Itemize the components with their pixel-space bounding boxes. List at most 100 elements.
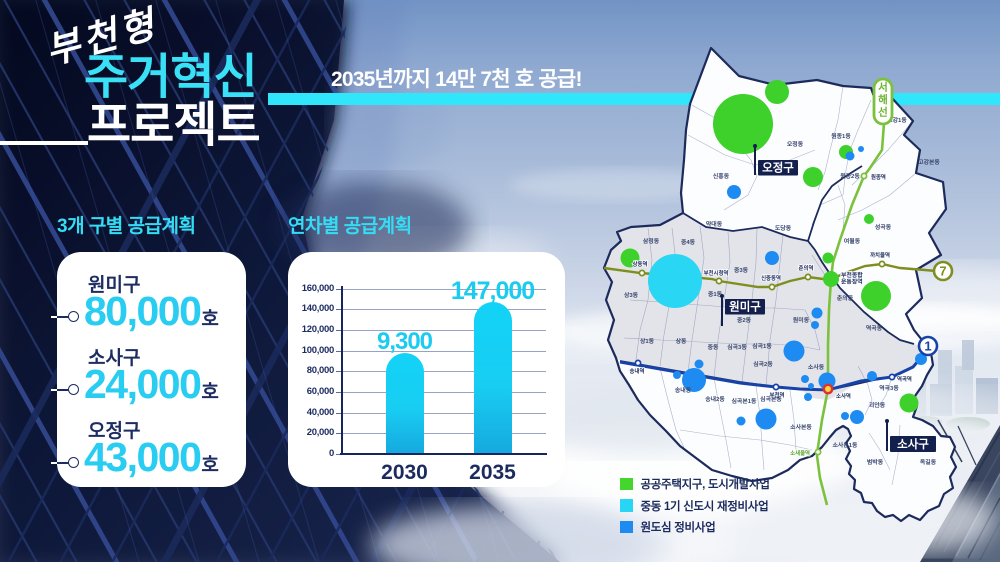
y-tick-label: 40,000 [306, 406, 335, 418]
district-label-box [890, 436, 936, 452]
station-label: 부천역 [770, 391, 785, 399]
town-label: 삼정동 [643, 237, 660, 245]
station-marker [860, 172, 868, 180]
project-circle-green [864, 214, 874, 224]
district-panel: 원미구 80,000호 소사구 24,000호 오정구 43,000호 [51, 252, 246, 487]
project-circle-cyan [648, 254, 702, 308]
district-label-box [725, 299, 765, 315]
town-label: 약대동 [706, 220, 723, 228]
bar-value-label: 147,000 [450, 277, 535, 306]
station-label: 부천종합 [841, 271, 863, 279]
headline-underline-bar [268, 93, 1000, 105]
station-label: 까치울역 [870, 251, 890, 259]
project-circle-blue [811, 321, 819, 329]
project-circle-blue [811, 307, 823, 319]
town-label: 송내동 [675, 386, 692, 394]
connector-line [57, 389, 69, 391]
town-label: 상3동 [624, 291, 639, 299]
town-label: 송내2동 [705, 395, 725, 403]
title-block: 부천형 주거혁신 프로젝트 [0, 0, 340, 170]
axis-tick [336, 309, 341, 311]
station-marker [634, 359, 642, 367]
legend-label: 원도심 정비사업 [640, 522, 716, 534]
unit-suffix: 호 [201, 455, 219, 476]
town-label: 오정동 [787, 140, 804, 148]
town-label: 중4동 [681, 238, 696, 246]
project-circle-blue [858, 146, 864, 152]
chart-bar [473, 302, 512, 454]
station-marker [814, 448, 822, 456]
project-circle-green [713, 94, 773, 154]
town-label: 고강1동 [887, 116, 907, 124]
svg-text:선: 선 [878, 106, 888, 119]
connector-line [57, 316, 69, 318]
town-label: 중1동 [708, 290, 723, 298]
chart-bar [385, 353, 424, 454]
unit-suffix: 호 [201, 382, 219, 403]
district-name: 소사구 [88, 348, 141, 369]
district-amount: 24,000호 [84, 361, 219, 408]
project-circle-blue [682, 368, 706, 392]
station-marker [772, 383, 780, 391]
station-marker [878, 260, 886, 268]
station-label: 상동역 [633, 260, 648, 268]
map-legend: 공공주택지구, 도시개발사업 중동 1기 신도시 재정비사업 원도심 정비사업 [620, 477, 770, 542]
project-circle-blue [845, 151, 855, 161]
town-label: 역곡3동 [879, 384, 899, 392]
project-circle-green [620, 248, 640, 268]
station-label: 소새울역 [790, 449, 810, 457]
district-name: 오정구 [88, 421, 141, 442]
y-axis-line [341, 285, 343, 455]
project-circle-blue [808, 383, 814, 389]
town-label: 괴안동 [869, 401, 886, 409]
title-line1: 주거혁신 [84, 51, 258, 104]
town-label: 심곡본동 [760, 395, 782, 403]
legend-label: 중동 1기 신도시 재정비사업 [640, 500, 769, 513]
axis-tick [336, 433, 341, 435]
connector-ring-icon [68, 311, 79, 322]
station-marker [638, 269, 646, 277]
project-circle-green [803, 167, 823, 187]
grid-line [341, 309, 546, 311]
district-label-box [758, 160, 798, 176]
town-label: 중3동 [734, 266, 749, 274]
axis-tick [336, 412, 341, 414]
town-label: 소사본1동 [833, 441, 859, 449]
svg-text:7: 7 [939, 264, 946, 279]
project-circle-blue [727, 185, 741, 199]
district-amount-number: 24,000 [84, 361, 202, 407]
district-row: 소사구 24,000호 [51, 325, 246, 407]
district-row: 원미구 80,000호 [51, 252, 246, 334]
station-marker [715, 277, 723, 285]
town-label: 소사동 [808, 363, 825, 371]
y-tick-label: 20,000 [306, 427, 335, 439]
project-circle-blue [755, 408, 777, 430]
axis-tick [336, 391, 341, 393]
town-label: 상1동 [640, 337, 655, 345]
project-circle-green [861, 281, 891, 311]
town-label: 중동 [708, 343, 719, 351]
project-circle-blue [736, 416, 746, 426]
project-circles [620, 80, 927, 430]
project-circle-blue [765, 251, 779, 265]
district-label: 원미구 [729, 300, 761, 314]
station-label: 신중동역 [761, 274, 781, 282]
legend-swatch-icon [620, 520, 633, 534]
station-marker [768, 283, 776, 291]
legend-swatch-icon [620, 499, 633, 512]
town-label: 원종2동 [840, 172, 860, 180]
title-line2: 프로젝트 [87, 99, 261, 152]
grid-line [341, 412, 546, 414]
project-circle-blue [850, 410, 864, 424]
y-tick-label: 100,000 [301, 344, 335, 356]
station-label: 춘의역 [799, 264, 814, 272]
y-tick-label: 80,000 [306, 365, 335, 377]
svg-text:해: 해 [878, 93, 888, 106]
town-label: 상동 [676, 337, 687, 345]
town-label: 심곡3동 [727, 343, 747, 351]
district-row: 오정구 43,000호 [51, 398, 246, 480]
headline-text: 2035년까지 14만 7천 호 공급! [331, 68, 582, 91]
svg-text:1: 1 [924, 339, 931, 354]
